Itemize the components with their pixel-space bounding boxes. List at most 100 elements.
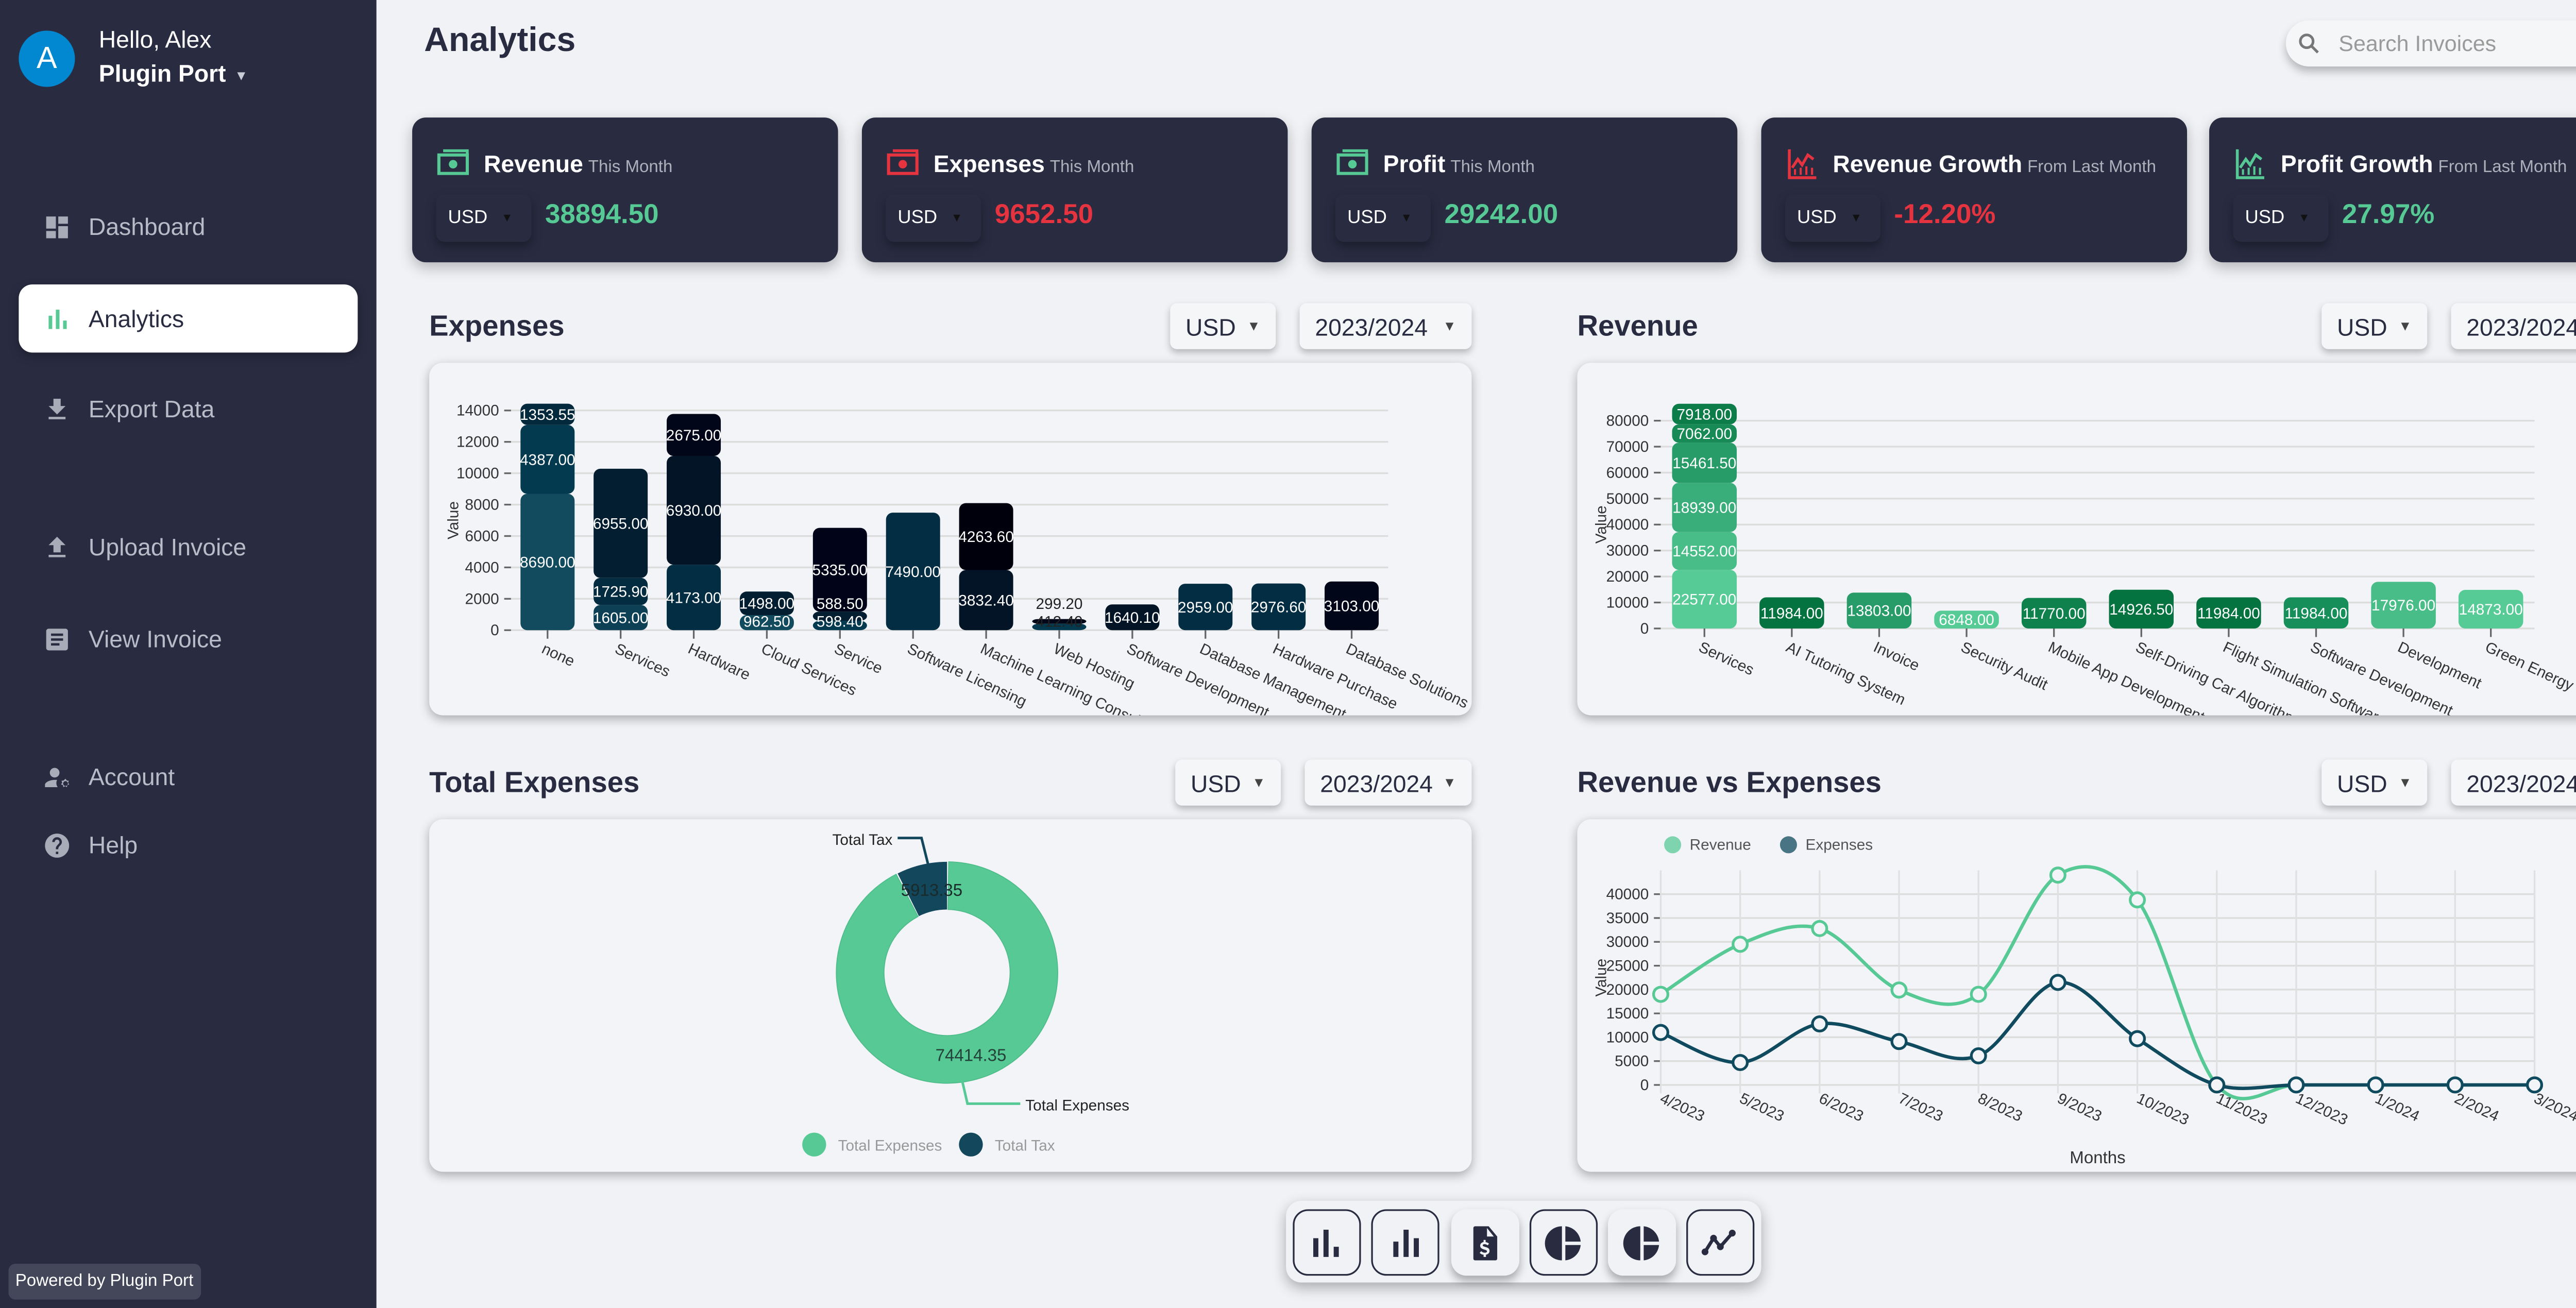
bar-segment[interactable]: [1105, 604, 1160, 631]
data-point[interactable]: [1652, 1024, 1669, 1041]
sidebar-item-export-data[interactable]: Export Data: [19, 375, 358, 443]
legend-swatch[interactable]: [802, 1132, 826, 1157]
bar-segment[interactable]: [739, 615, 794, 631]
kpi-currency-dropdown[interactable]: USD ▼: [2233, 194, 2329, 242]
rve-currency-dropdown[interactable]: USD ▼: [2321, 759, 2428, 806]
revenue-currency-dropdown[interactable]: USD ▼: [2321, 303, 2428, 349]
legend-label[interactable]: Revenue: [1690, 837, 1751, 854]
donut-slice-total-tax[interactable]: [897, 861, 947, 916]
total-expenses-chart-button[interactable]: [1529, 1209, 1598, 1276]
data-point[interactable]: [2049, 867, 2066, 884]
total-expenses-currency-dropdown[interactable]: USD ▼: [1175, 759, 1281, 806]
bar-segment[interactable]: [1672, 570, 1737, 628]
kpi-currency-dropdown[interactable]: USD ▼: [1785, 194, 1880, 242]
bar-segment[interactable]: [2371, 582, 2436, 628]
pie-chart-button[interactable]: [1607, 1209, 1676, 1276]
bar-segment[interactable]: [594, 577, 648, 605]
bar-segment[interactable]: [1672, 483, 1737, 532]
bar-segment[interactable]: [1032, 619, 1087, 624]
invoice-button[interactable]: [1451, 1209, 1520, 1276]
data-point[interactable]: [2129, 1030, 2146, 1047]
donut-slice-total-expenses[interactable]: [836, 861, 1058, 1084]
bar-segment[interactable]: [520, 494, 575, 631]
legend-label[interactable]: Expenses: [1805, 837, 1873, 854]
bar-segment[interactable]: [1672, 403, 1737, 424]
sidebar-item-view-invoice[interactable]: View Invoice: [19, 605, 358, 673]
bar-segment[interactable]: [812, 528, 867, 612]
data-point[interactable]: [1890, 1033, 1908, 1050]
data-point[interactable]: [2367, 1076, 2384, 1094]
total-expenses-year-dropdown[interactable]: 2023/2024 ▼: [1304, 759, 1472, 806]
data-point[interactable]: [2287, 1076, 2305, 1094]
data-point[interactable]: [2129, 891, 2146, 909]
bar-segment[interactable]: [1672, 532, 1737, 570]
legend-swatch[interactable]: [1780, 836, 1797, 854]
revenue-year-dropdown[interactable]: 2023/2024▼: [2451, 303, 2576, 349]
kpi-currency-dropdown[interactable]: USD ▼: [1335, 194, 1431, 242]
bar-segment[interactable]: [1178, 584, 1233, 631]
bar-segment[interactable]: [2196, 597, 2261, 628]
bar-segment[interactable]: [594, 605, 648, 631]
data-point[interactable]: [1890, 981, 1908, 999]
data-point[interactable]: [1732, 936, 1749, 953]
data-point[interactable]: [1970, 1047, 1987, 1065]
bar-segment[interactable]: [520, 424, 575, 494]
legend-label[interactable]: Total Tax: [995, 1137, 1055, 1154]
data-point[interactable]: [1970, 986, 1987, 1003]
search-input[interactable]: [2335, 29, 2576, 58]
data-point[interactable]: [1652, 986, 1669, 1003]
bar-segment[interactable]: [739, 591, 794, 615]
data-point[interactable]: [2526, 1076, 2544, 1094]
data-point[interactable]: [2446, 1076, 2464, 1094]
sidebar-item-dashboard[interactable]: Dashboard: [19, 193, 358, 261]
bar-segment[interactable]: [812, 621, 867, 631]
bar-segment[interactable]: [1846, 592, 1912, 628]
bar-segment[interactable]: [667, 565, 721, 631]
expenses-year-dropdown[interactable]: 2023/2024 ▼: [1299, 303, 1472, 349]
bar-segment[interactable]: [886, 513, 940, 631]
data-point[interactable]: [1811, 920, 1828, 937]
bar-segment[interactable]: [2458, 589, 2523, 628]
bar-segment[interactable]: [2283, 597, 2349, 628]
legend-swatch[interactable]: [1664, 836, 1682, 854]
expenses-currency-dropdown[interactable]: USD ▼: [1170, 303, 1276, 349]
bar-segment[interactable]: [667, 414, 721, 456]
legend-label[interactable]: Total Expenses: [838, 1137, 942, 1154]
sidebar-item-account[interactable]: Account: [19, 742, 358, 810]
data-point[interactable]: [2049, 974, 2066, 991]
sidebar-item-help[interactable]: Help: [19, 811, 358, 879]
revenue-panel-title: Revenue: [1577, 310, 1698, 343]
legend-swatch[interactable]: [959, 1132, 983, 1157]
data-point[interactable]: [2208, 1076, 2226, 1094]
data-point[interactable]: [1811, 1015, 1828, 1033]
avatar[interactable]: A: [19, 30, 75, 87]
bar-segment[interactable]: [2021, 598, 2087, 628]
sidebar-item-upload-invoice[interactable]: Upload Invoice: [19, 513, 358, 581]
bar-segment[interactable]: [667, 456, 721, 565]
revenue-chart-button[interactable]: [1371, 1209, 1439, 1276]
bar-segment[interactable]: [1032, 623, 1087, 631]
bar-segment[interactable]: [1672, 443, 1737, 483]
sidebar-item-analytics[interactable]: Analytics: [19, 284, 358, 353]
kpi-currency-dropdown[interactable]: USD ▼: [436, 194, 532, 242]
bar-segment[interactable]: [1672, 424, 1737, 443]
search-box[interactable]: [2285, 20, 2576, 66]
organization-switcher[interactable]: Plugin Port ▼: [99, 60, 248, 87]
bar-segment[interactable]: [959, 503, 1013, 570]
bar-segment[interactable]: [812, 611, 867, 621]
bar-segment[interactable]: [520, 403, 575, 425]
bar-segment[interactable]: [1759, 597, 1824, 628]
data-point[interactable]: [1732, 1054, 1749, 1072]
bar-segment[interactable]: [959, 570, 1013, 631]
powered-by-badge[interactable]: Powered by Plugin Port: [8, 1264, 200, 1300]
kpi-currency-dropdown[interactable]: USD ▼: [886, 194, 981, 242]
line-chart-button[interactable]: [1686, 1209, 1755, 1276]
revenue-vs-expenses-chart-panel: 0 5000 10000 15000 20000 25000 30000 35000 40000…: [1577, 819, 2576, 1172]
bar-segment[interactable]: [1251, 583, 1306, 631]
rve-year-dropdown[interactable]: 2023/2024▼: [2451, 759, 2576, 806]
bar-segment[interactable]: [594, 468, 648, 578]
bar-segment[interactable]: [1934, 610, 1999, 628]
expenses-chart-button[interactable]: [1293, 1209, 1361, 1276]
bar-segment[interactable]: [1325, 581, 1379, 631]
bar-segment[interactable]: [2109, 589, 2174, 628]
